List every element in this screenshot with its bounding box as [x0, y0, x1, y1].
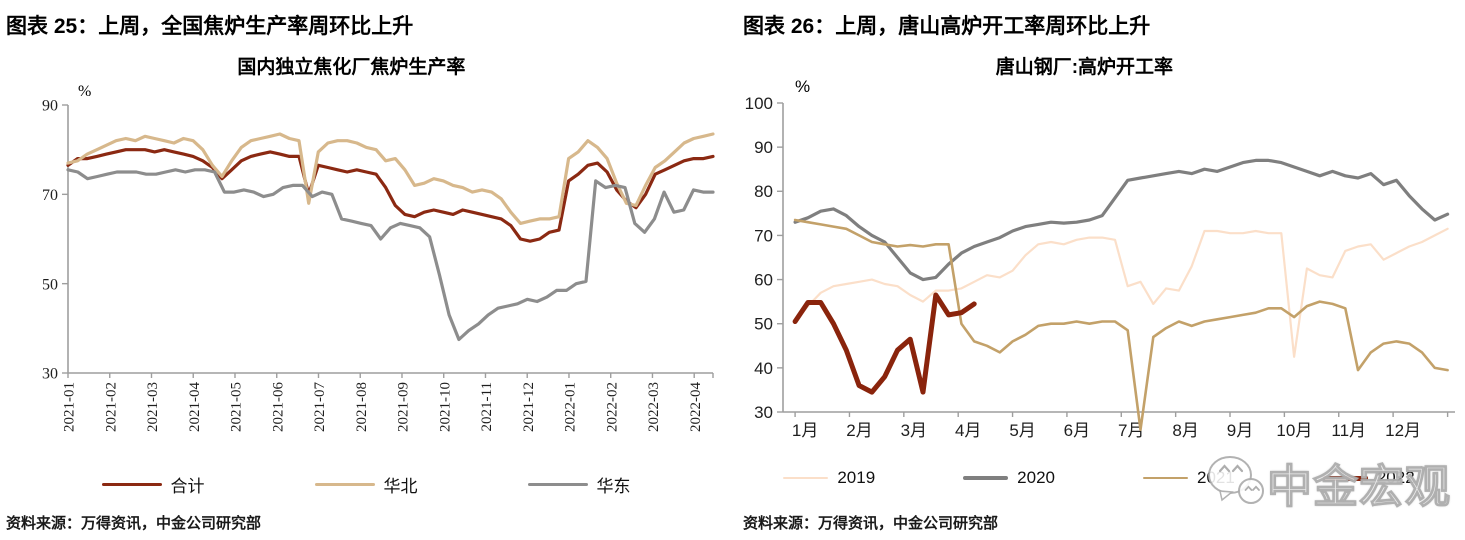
y-tick-label: 100	[745, 94, 773, 113]
x-tick-label: 2021-05	[229, 382, 245, 432]
legend-label-华东: 华东	[596, 477, 631, 496]
legend-label-2021: 2021	[1197, 468, 1235, 487]
x-tick-label: 2022-01	[563, 382, 579, 432]
series-line-合计	[66, 148, 715, 243]
series-line-2019	[793, 227, 1449, 358]
x-tick-label: 2月	[846, 421, 872, 440]
y-tick-label: 30	[42, 366, 58, 383]
legend-item-2021: 2021	[1143, 468, 1235, 488]
figure-26-header: 图表 26：上周，唐山高炉开工率周环比上升	[743, 15, 1151, 38]
x-tick-label: 11月	[1331, 421, 1366, 440]
x-tick-label: 4月	[955, 421, 981, 440]
legend-swatch-华东	[527, 482, 588, 487]
x-tick-label: 2021-04	[187, 382, 203, 432]
legend-swatch-华北	[314, 482, 375, 487]
x-tick-label: 2021-09	[396, 382, 412, 432]
x-tick-label: 10月	[1276, 421, 1312, 440]
y-tick-label: 30	[754, 403, 773, 422]
legend-item-合计: 合计	[101, 472, 205, 497]
x-tick-label: 9月	[1227, 421, 1253, 440]
source-note-left: 资料来源：万得资讯，中金公司研究部	[6, 515, 262, 532]
series-line-2020	[793, 158, 1450, 282]
coke-oven-chart-title: 国内独立焦化厂焦炉生产率	[237, 57, 466, 78]
legend-item-2019: 2019	[783, 468, 875, 488]
legend-label-2019: 2019	[837, 468, 876, 487]
x-tick-label: 2021-03	[145, 382, 161, 432]
x-tick-label: 2022-02	[604, 382, 620, 432]
x-tick-label: 2021-08	[354, 382, 370, 432]
y-unit-label: %	[795, 80, 810, 96]
x-tick-label: 2021-10	[437, 382, 453, 432]
y-tick-label: 50	[754, 315, 773, 334]
y-tick-label: 90	[42, 98, 58, 115]
x-tick-label: 8月	[1172, 421, 1198, 440]
x-tick-label: 2021-12	[521, 382, 537, 432]
x-tick-label: 2021-07	[312, 382, 328, 432]
y-tick-label: 60	[754, 271, 773, 290]
series-line-华北	[66, 132, 715, 225]
panel-coke-oven: 图表 25：上周，全国焦炉生产率周环比上升 国内独立焦化厂焦炉生产率 90 70 5…	[0, 0, 732, 540]
legend-item-华北: 华北	[314, 472, 418, 497]
coke-oven-rate-chart: 90 70 50 30% 2021-01 2021-02 2021-03 2021-04 202…	[42, 83, 715, 432]
y-tick-label: 50	[42, 276, 58, 293]
y-tick-label: 70	[754, 226, 773, 245]
figure-25-header: 图表 25：上周，全国焦炉生产率周环比上升	[6, 15, 414, 38]
legend-item-华东: 华东	[527, 472, 631, 497]
x-tick-label: 1月	[792, 421, 818, 440]
x-tick-label: 6月	[1064, 421, 1090, 440]
legend-swatch-2020	[963, 476, 1009, 480]
legend-swatch-2021	[1143, 476, 1188, 480]
blast-furnace-chart-title: 唐山钢厂:高炉开工率	[995, 57, 1174, 78]
legend-item-2020: 2020	[963, 468, 1055, 488]
blast-furnace-rate-chart: 100 90 80 70 60 50 40 30% 1月 2月 3月 4月 5月 6月 7月 8月 9月 10月 1…	[745, 80, 1455, 440]
y-unit-label: %	[78, 83, 91, 100]
panel-blast-furnace: 图表 26：上周，唐山高炉开工率周环比上升 唐山钢厂:高炉开工率 100 90 80…	[733, 0, 1465, 540]
y-tick-label: 80	[754, 182, 773, 201]
legend-swatch-2022	[1322, 475, 1368, 481]
legend-label-合计: 合计	[170, 477, 205, 496]
x-tick-label: 2021-06	[270, 382, 286, 432]
y-tick-label: 70	[42, 187, 58, 204]
x-tick-label: 2021-01	[62, 382, 78, 432]
legend-item-2022: 2022	[1322, 468, 1415, 488]
series-line-2021	[793, 218, 1449, 432]
legend-label-2020: 2020	[1017, 468, 1055, 487]
x-tick-label: 5月	[1009, 421, 1035, 440]
legend-label-华北: 华北	[383, 477, 418, 496]
series-line-2022	[792, 292, 977, 395]
y-tick-label: 40	[754, 359, 773, 378]
y-tick-label: 90	[754, 138, 773, 157]
x-tick-label: 2022-04	[688, 382, 704, 432]
x-tick-label: 12月	[1385, 421, 1421, 440]
x-tick-label: 2021-02	[103, 382, 119, 432]
series-line-华东	[66, 168, 715, 342]
legend-label-2022: 2022	[1376, 468, 1415, 487]
legend-swatch-2019	[783, 476, 829, 480]
x-tick-label: 7月	[1118, 421, 1144, 440]
x-tick-label: 3月	[901, 421, 927, 440]
coke-oven-legend: 合计 华北 华东	[0, 472, 732, 497]
blast-furnace-legend: 2019 2020 2021 2022	[733, 468, 1465, 488]
x-tick-label: 2021-11	[479, 382, 495, 431]
x-tick-label: 2022-03	[646, 382, 662, 432]
legend-swatch-合计	[101, 482, 162, 487]
source-note-right: 资料来源：万得资讯，中金公司研究部	[743, 515, 999, 532]
